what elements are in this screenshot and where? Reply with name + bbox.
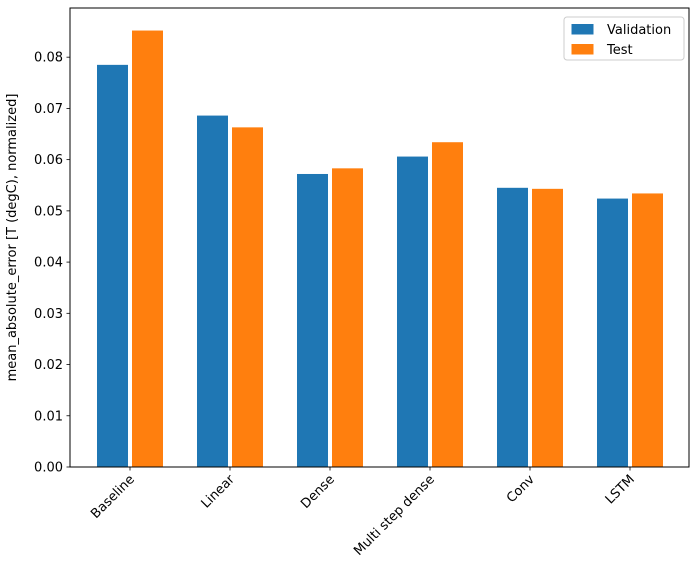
plot-frame	[69, 7, 690, 468]
y-tick-label: 0.07	[34, 102, 63, 117]
bar-validation-lstm	[597, 198, 628, 468]
bar-test-linear	[232, 127, 263, 468]
y-axis-label: mean_absolute_error [T (degC), normalize…	[5, 94, 20, 382]
bar-test-conv	[532, 188, 563, 467]
bar-validation-baseline	[97, 64, 128, 467]
bar-test-baseline	[132, 30, 163, 467]
bar-validation-dense	[297, 173, 328, 468]
bar-validation-conv	[497, 187, 528, 468]
legend-box	[563, 16, 685, 61]
y-tick-label: 0.06	[34, 153, 63, 168]
y-tick-label: 0.05	[34, 204, 63, 219]
legend-label-validation: Validation	[607, 23, 671, 38]
y-tick-label: 0.03	[34, 307, 63, 322]
bar-test-dense	[332, 168, 363, 467]
y-tick-label: 0.01	[34, 409, 63, 424]
legend-swatch-validation	[571, 24, 594, 35]
legend-label-test: Test	[606, 43, 633, 58]
bar-test-lstm	[632, 193, 663, 467]
y-tick-label: 0.00	[34, 461, 63, 476]
y-tick-label: 0.02	[34, 358, 63, 373]
legend-swatch-test	[571, 44, 594, 55]
bar-validation-linear	[197, 115, 228, 467]
y-tick-label: 0.08	[34, 51, 63, 66]
y-tick-label: 0.04	[34, 256, 63, 271]
bar-validation-multi-step-dense	[397, 156, 428, 467]
bar-test-multi-step-dense	[432, 142, 463, 467]
